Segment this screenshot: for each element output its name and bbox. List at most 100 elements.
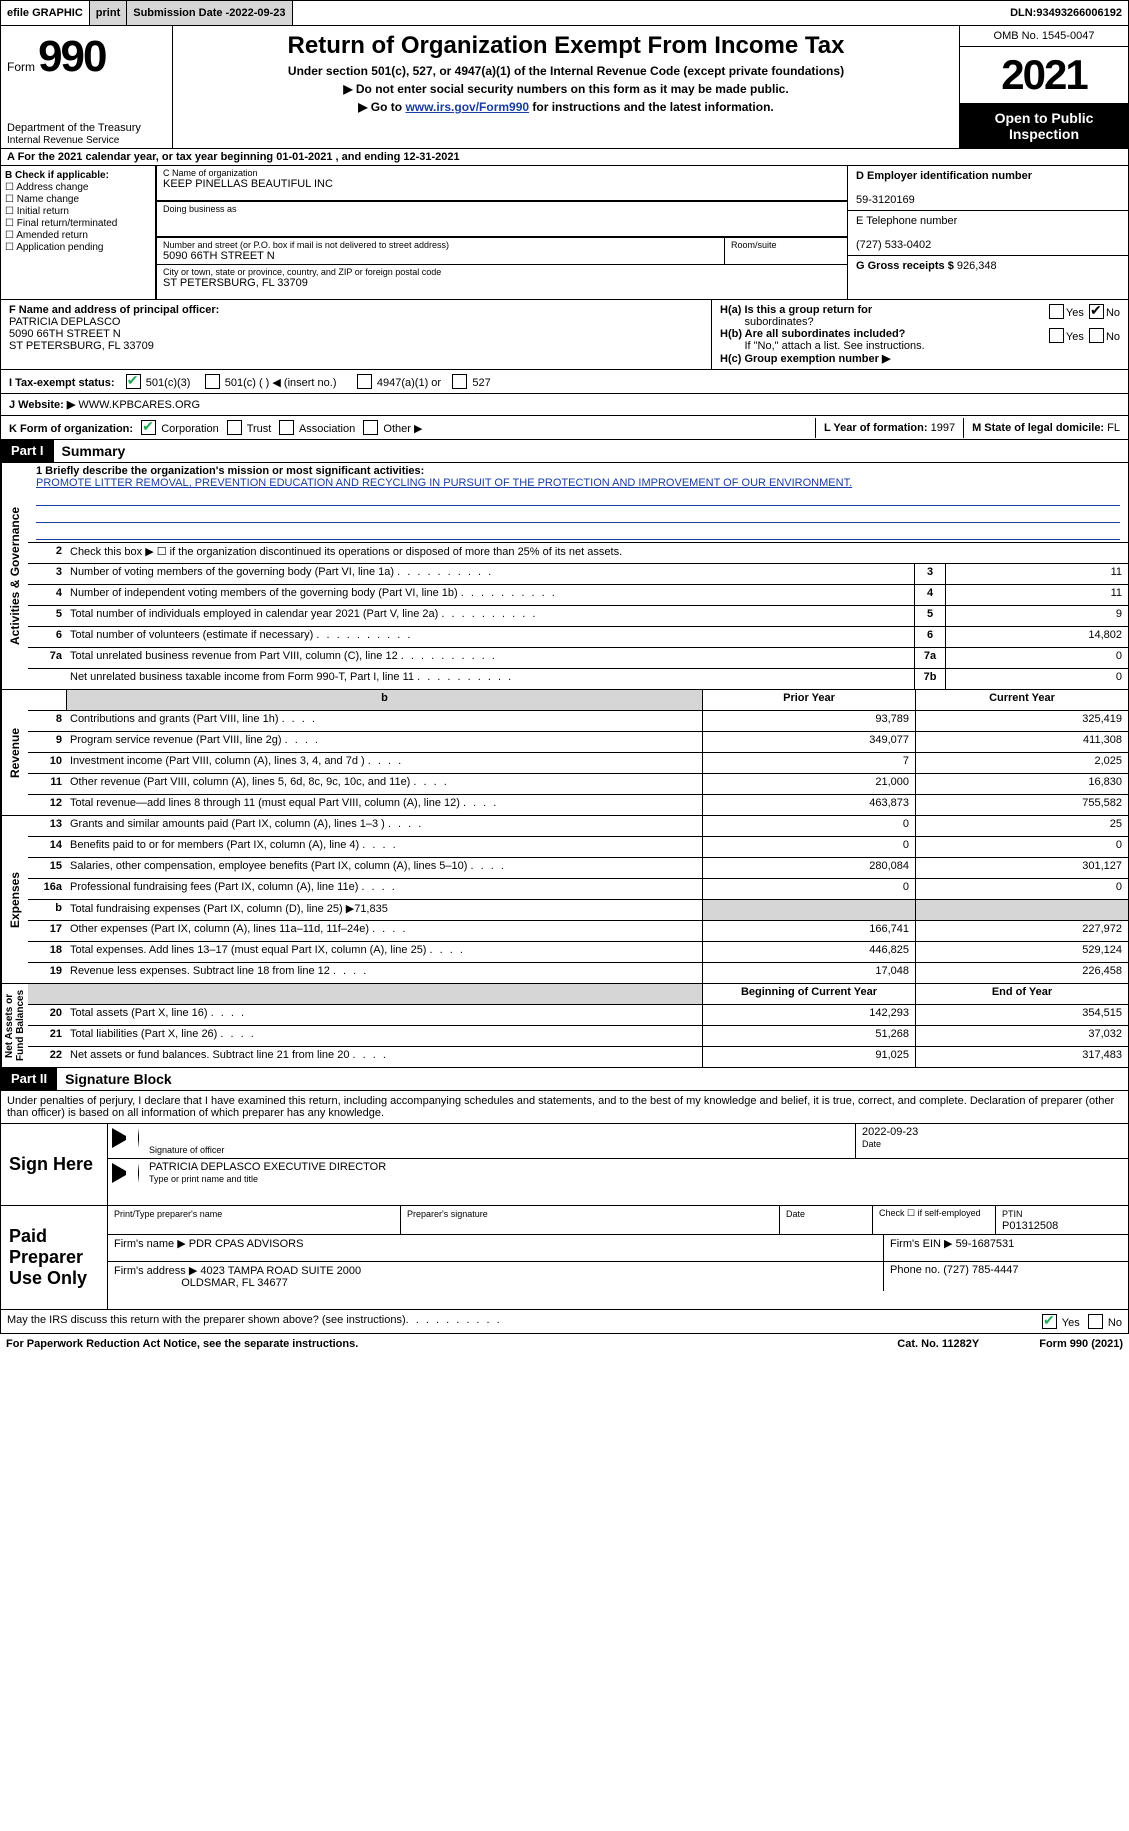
paid-preparer-block: Paid Preparer Use Only Print/Type prepar… (0, 1206, 1129, 1310)
dept-irs: Internal Revenue Service (7, 135, 119, 146)
summary-row: 4Number of independent voting members of… (28, 585, 1128, 606)
gross-receipts: G Gross receipts $ 926,348 (848, 256, 1128, 299)
firm-addr2: OLDSMAR, FL 34677 (181, 1277, 288, 1289)
sig-date-label: Date (862, 1139, 881, 1149)
part1-bar: Part I Summary (0, 440, 1129, 463)
print-button[interactable]: print (90, 1, 127, 25)
paperwork-notice: For Paperwork Reduction Act Notice, see … (6, 1338, 358, 1350)
mission-label: 1 Briefly describe the organization's mi… (36, 465, 424, 477)
firm-ein-label: Firm's EIN ▶ (890, 1238, 956, 1250)
part2-label: Part II (1, 1068, 57, 1090)
ssn-warning: ▶ Do not enter social security numbers o… (181, 82, 951, 96)
part2-title: Signature Block (57, 1068, 180, 1090)
firm-name-label: Firm's name ▶ (114, 1238, 189, 1250)
table-row: 18Total expenses. Add lines 13–17 (must … (28, 942, 1128, 963)
summary-row: 3Number of voting members of the governi… (28, 564, 1128, 585)
firm-addr-label: Firm's address ▶ (114, 1265, 200, 1277)
summary-row: 6Total number of volunteers (estimate if… (28, 627, 1128, 648)
top-toolbar: efile GRAPHIC print Submission Date - 20… (0, 0, 1129, 26)
table-row: 17Other expenses (Part IX, column (A), l… (28, 921, 1128, 942)
street: 5090 66TH STREET N (163, 250, 718, 262)
netassets-section: Net Assets orFund Balances Beginning of … (0, 984, 1129, 1068)
table-row: 19Revenue less expenses. Subtract line 1… (28, 963, 1128, 983)
ein-cell: D Employer identification number 59-3120… (848, 166, 1128, 211)
prep-sig-label: Preparer's signature (407, 1209, 488, 1219)
current-year-hdr: Current Year (915, 690, 1128, 710)
officer-addr2: ST PETERSBURG, FL 33709 (9, 340, 154, 352)
irs-link[interactable]: www.irs.gov/Form990 (405, 100, 529, 114)
goto-line: ▶ Go to www.irs.gov/Form990 for instruct… (181, 100, 951, 114)
h-c: H(c) Group exemption number ▶ (720, 352, 1120, 365)
table-row: 13Grants and similar amounts paid (Part … (28, 816, 1128, 837)
part1-label: Part I (1, 440, 54, 462)
h-b: H(b) Are all subordinates included? Yes … (720, 328, 1120, 352)
self-employed: Check ☐ if self-employed (873, 1206, 996, 1234)
form-title: Return of Organization Exempt From Incom… (181, 32, 951, 60)
tax-year: 2021 (960, 47, 1128, 104)
cat-no: Cat. No. 11282Y (897, 1338, 979, 1350)
firm-ein: 59-1687531 (956, 1238, 1015, 1250)
table-row: 9Program service revenue (Part VIII, lin… (28, 732, 1128, 753)
line2: Check this box ▶ ☐ if the organization d… (66, 543, 1128, 563)
revenue-section: Revenue b Prior Year Current Year 8Contr… (0, 690, 1129, 816)
principal-officer-label: F Name and address of principal officer: (9, 304, 219, 316)
city-label: City or town, state or province, country… (163, 267, 841, 277)
firm-addr: 4023 TAMPA ROAD SUITE 2000 (200, 1265, 361, 1277)
activities-section: Activities & Governance 1 Briefly descri… (0, 463, 1129, 690)
sig-officer-label: Signature of officer (149, 1145, 224, 1155)
form-word: Form (7, 60, 35, 74)
firm-phone: (727) 785-4447 (943, 1264, 1018, 1276)
perjury-text: Under penalties of perjury, I declare th… (0, 1091, 1129, 1124)
prep-date-label: Date (786, 1209, 805, 1219)
prep-name-label: Print/Type preparer's name (114, 1209, 222, 1219)
website-row: J Website: ▶ WWW.KPBCARES.ORG (0, 394, 1129, 416)
h-a: H(a) Is this a group return for Yes No s… (720, 304, 1120, 328)
dept-treasury: Department of the Treasury (7, 122, 166, 134)
netassets-tab: Net Assets orFund Balances (1, 984, 28, 1067)
form-subtitle: Under section 501(c), 527, or 4947(a)(1)… (181, 64, 951, 78)
dba-label: Doing business as (163, 204, 841, 214)
state-domicile: M State of legal domicile: FL (963, 418, 1128, 438)
firm-phone-label: Phone no. (890, 1264, 943, 1276)
expenses-tab: Expenses (1, 816, 28, 983)
table-row: 14Benefits paid to or for members (Part … (28, 837, 1128, 858)
summary-row: 5Total number of individuals employed in… (28, 606, 1128, 627)
table-row: 12Total revenue—add lines 8 through 11 (… (28, 795, 1128, 815)
revenue-tab: Revenue (1, 690, 28, 815)
end-year-hdr: End of Year (915, 984, 1128, 1004)
beg-year-hdr: Beginning of Current Year (702, 984, 915, 1004)
tax-exempt-row: I Tax-exempt status: 501(c)(3) 501(c) ( … (0, 370, 1129, 394)
officer-name: PATRICIA DEPLASCO (9, 316, 120, 328)
year-formation: L Year of formation: 1997 (815, 418, 963, 438)
arrow-icon (112, 1163, 139, 1183)
check-if-applicable: B Check if applicable: ☐ Address change … (1, 166, 157, 299)
table-row: 21Total liabilities (Part X, line 26) 51… (28, 1026, 1128, 1047)
discuss-row: May the IRS discuss this return with the… (0, 1310, 1129, 1334)
entity-block: B Check if applicable: ☐ Address change … (0, 166, 1129, 300)
table-row: 15Salaries, other compensation, employee… (28, 858, 1128, 879)
table-row: 10Investment income (Part VIII, column (… (28, 753, 1128, 774)
officer-addr1: 5090 66TH STREET N (9, 328, 121, 340)
footer-line: For Paperwork Reduction Act Notice, see … (0, 1334, 1129, 1354)
activities-tab: Activities & Governance (1, 463, 28, 689)
city: ST PETERSBURG, FL 33709 (163, 277, 841, 289)
firm-name: PDR CPAS ADVISORS (189, 1238, 304, 1250)
telephone-cell: E Telephone number (727) 533-0402 (848, 211, 1128, 256)
ptin-label: PTIN (1002, 1209, 1023, 1219)
sign-here-block: Sign Here Signature of officer 2022-09-2… (0, 1124, 1129, 1206)
officer-group-block: F Name and address of principal officer:… (0, 300, 1129, 370)
officer-printed: PATRICIA DEPLASCO EXECUTIVE DIRECTOR (149, 1161, 386, 1173)
mission-text: PROMOTE LITTER REMOVAL, PREVENTION EDUCA… (36, 477, 852, 489)
part2-bar: Part II Signature Block (0, 1068, 1129, 1091)
table-row: 22Net assets or fund balances. Subtract … (28, 1047, 1128, 1067)
table-row: 8Contributions and grants (Part VIII, li… (28, 711, 1128, 732)
submission-date: Submission Date - 2022-09-23 (127, 1, 292, 25)
org-name-label: C Name of organization (163, 168, 841, 178)
summary-row: Net unrelated business taxable income fr… (28, 669, 1128, 689)
table-row: 20Total assets (Part X, line 16) 142,293… (28, 1005, 1128, 1026)
tax-year-row: A For the 2021 calendar year, or tax yea… (0, 149, 1129, 166)
k-l-m-row: K Form of organization: Corporation Trus… (0, 416, 1129, 440)
officer-printed-label: Type or print name and title (149, 1174, 258, 1184)
room-label: Room/suite (731, 240, 841, 250)
table-row: 11Other revenue (Part VIII, column (A), … (28, 774, 1128, 795)
